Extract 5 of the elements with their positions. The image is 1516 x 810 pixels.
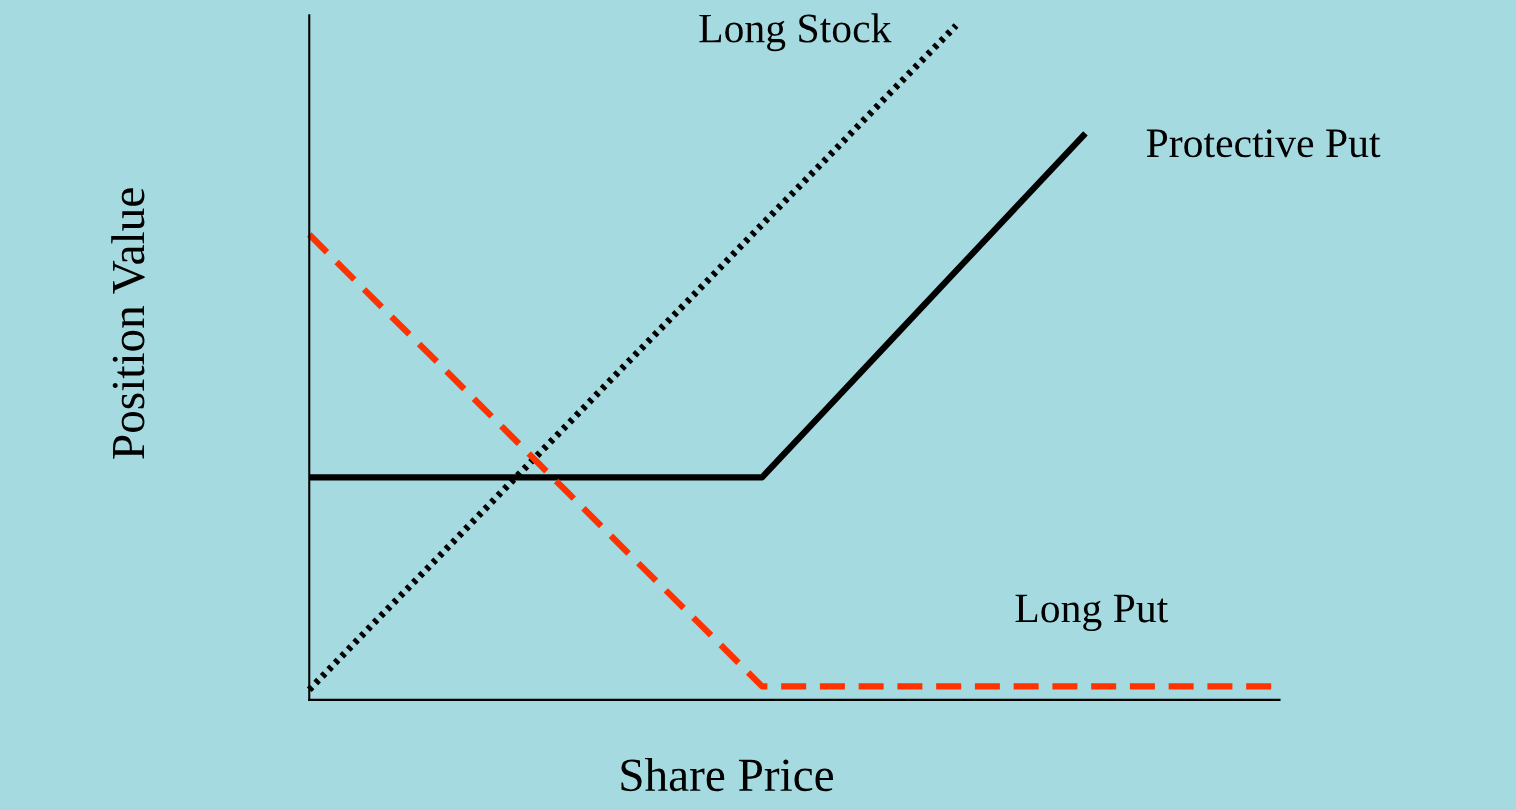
series-label: Protective Put [1146, 129, 1381, 158]
y-axis-title: Position Value [111, 188, 145, 459]
x-axis-title: Share Price [621, 758, 834, 792]
series-label: Long Put [1015, 594, 1169, 632]
series-label: Long Stock [699, 13, 892, 52]
